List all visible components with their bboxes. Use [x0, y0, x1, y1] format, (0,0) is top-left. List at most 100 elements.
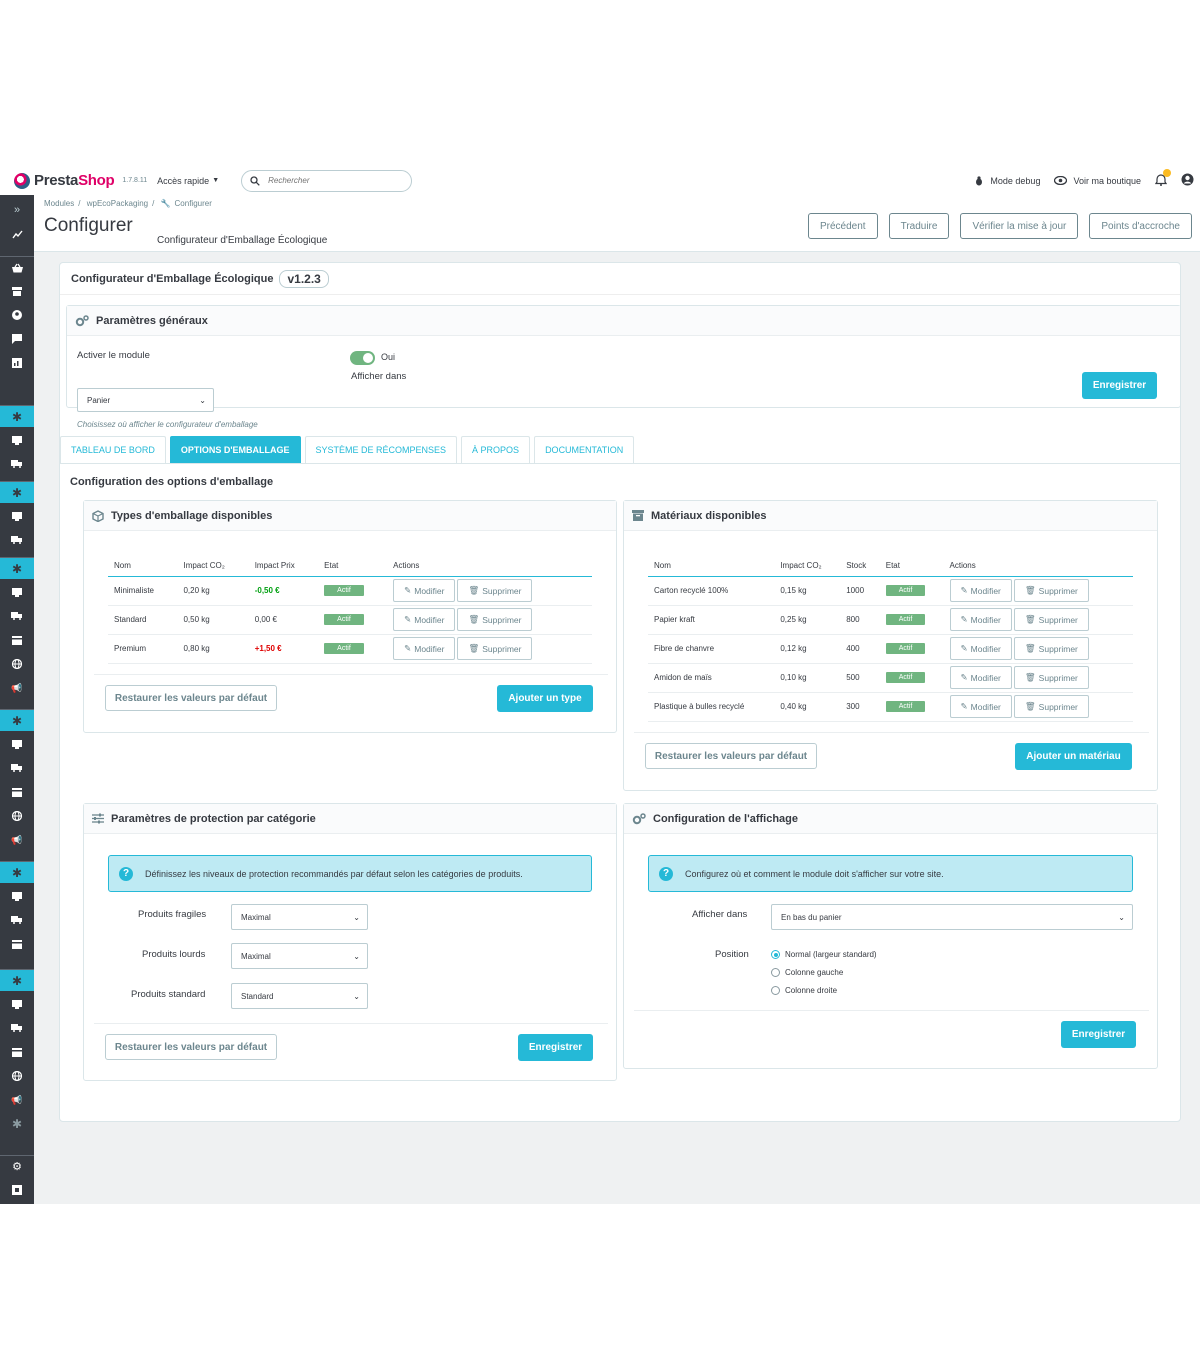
sidebar-item-modules-3[interactable]: ✱ [0, 557, 34, 579]
search-box[interactable] [241, 169, 413, 192]
sidebar-item-customers[interactable] [0, 304, 34, 326]
materials-restore-button[interactable]: Restaurer les valeurs par défaut [645, 743, 817, 769]
edit-button[interactable]: ✎ Modifier [393, 579, 456, 602]
sidebar-item-design-5[interactable] [0, 885, 34, 907]
sidebar-item-settings[interactable]: ⚙ [0, 1155, 34, 1177]
sidebar-item-design[interactable] [0, 429, 34, 451]
position-radio-normal[interactable]: Normal (largeur standard) [771, 950, 877, 959]
enable-module-toggle[interactable] [350, 351, 375, 365]
previous-button[interactable]: Précédent [807, 213, 878, 239]
delete-button[interactable]: 🗑 Supprimer [457, 608, 533, 631]
delete-button[interactable]: 🗑 Supprimer [1013, 695, 1089, 718]
delete-button[interactable]: 🗑 Supprimer [1013, 637, 1089, 660]
edit-button[interactable]: ✎ Modifier [949, 637, 1012, 660]
sidebar-collapse-button[interactable]: » [0, 199, 34, 221]
edit-button[interactable]: ✎ Modifier [949, 666, 1012, 689]
tab-packaging-options[interactable]: OPTIONS D'EMBALLAGE [169, 436, 301, 463]
sidebar-item-shipping[interactable] [0, 453, 34, 475]
heavy-select[interactable]: Maximal ⌄ [231, 943, 368, 969]
breadcrumb-module[interactable]: wpEcoPackaging [86, 199, 149, 208]
sidebar-item-payment-3[interactable] [0, 933, 34, 955]
edit-button[interactable]: ✎ Modifier [393, 637, 456, 660]
sidebar-item-shipping-3[interactable] [0, 605, 34, 627]
delete-button[interactable]: 🗑 Supprimer [457, 637, 533, 660]
sidebar-item-design-6[interactable] [0, 993, 34, 1015]
sidebar-item-stats[interactable] [0, 352, 34, 374]
sidebar-item-design-4[interactable] [0, 733, 34, 755]
edit-button[interactable]: ✎ Modifier [949, 608, 1012, 631]
sidebar-item-modules-5[interactable]: ✱ [0, 861, 34, 883]
user-account-button[interactable] [1181, 173, 1194, 188]
quick-access-menu[interactable]: Accès rapide ▼ [157, 176, 219, 186]
sidebar-item-international-3[interactable] [0, 1065, 34, 1087]
sidebar-item-payment[interactable] [0, 629, 34, 651]
edit-button[interactable]: ✎ Modifier [393, 608, 456, 631]
translate-button[interactable]: Traduire [888, 213, 950, 239]
sidebar-item-international[interactable] [0, 653, 34, 675]
sidebar-item-modules-2[interactable]: ✱ [0, 481, 34, 503]
sidebar-item-shipping-2[interactable] [0, 529, 34, 551]
trash-icon: 🗑 [1024, 643, 1036, 653]
delete-button[interactable]: 🗑 Supprimer [1013, 666, 1089, 689]
edit-button[interactable]: ✎ Modifier [949, 579, 1012, 602]
col-co2: Impact CO₂ [774, 555, 841, 577]
sidebar-item-payment-4[interactable] [0, 1041, 34, 1063]
sidebar-item-catalog[interactable] [0, 280, 34, 302]
delete-button[interactable]: 🗑 Supprimer [457, 579, 533, 602]
tab-documentation[interactable]: DOCUMENTATION [534, 436, 635, 463]
sidebar-item-messages[interactable] [0, 328, 34, 350]
debug-mode-link[interactable]: Mode debug [974, 176, 1040, 186]
col-price: Impact Prix [248, 555, 319, 577]
sidebar-item-marketing-3[interactable]: 📢 [0, 1089, 34, 1111]
sidebar-item-orders[interactable] [0, 256, 34, 278]
sidebar-item-design-3[interactable] [0, 581, 34, 603]
sidebar-item-design-2[interactable] [0, 505, 34, 527]
view-shop-link[interactable]: Voir ma boutique [1054, 176, 1141, 186]
display-save-button[interactable]: Enregistrer [1061, 1021, 1136, 1048]
breadcrumb-modules[interactable]: Modules [44, 199, 75, 208]
hooks-button[interactable]: Points d'accroche [1089, 213, 1192, 239]
notifications-button[interactable] [1154, 169, 1171, 188]
sidebar-item-dashboard[interactable] [0, 223, 34, 245]
standard-select[interactable]: Standard ⌄ [231, 983, 368, 1009]
tabs-bar: TABLEAU DE BORD OPTIONS D'EMBALLAGE SYST… [60, 436, 635, 463]
sidebar-item-shipping-4[interactable] [0, 757, 34, 779]
sidebar-item-shipping-6[interactable] [0, 1017, 34, 1039]
sidebar-item-modules-4[interactable]: ✱ [0, 709, 34, 731]
sliders-icon [92, 813, 104, 824]
show-in-select[interactable]: Panier ⌄ [77, 388, 214, 412]
sidebar-item-modules-7[interactable]: ✱ [0, 1113, 34, 1135]
sidebar-item-marketing-2[interactable]: 📢 [0, 829, 34, 851]
sidebar-item-modules[interactable]: ✱ [0, 405, 34, 427]
types-restore-button[interactable]: Restaurer les valeurs par défaut [105, 685, 277, 711]
globe-icon [12, 659, 22, 669]
tab-about[interactable]: À PROPOS [461, 436, 531, 463]
tab-rewards[interactable]: SYSTÈME DE RÉCOMPENSES [304, 436, 458, 463]
position-radio-left[interactable]: Colonne gauche [771, 968, 843, 977]
delete-button[interactable]: 🗑 Supprimer [1013, 608, 1089, 631]
edit-button[interactable]: ✎ Modifier [949, 695, 1012, 718]
delete-button[interactable]: 🗑 Supprimer [1013, 579, 1089, 602]
check-update-button[interactable]: Vérifier la mise à jour [960, 213, 1079, 239]
cell-name: Fibre de chanvre [648, 634, 775, 664]
tab-dashboard[interactable]: TABLEAU DE BORD [60, 436, 166, 463]
sidebar-item-payment-2[interactable] [0, 781, 34, 803]
breadcrumb: Modules / wpEcoPackaging / 🔧 Configurer [44, 199, 212, 208]
prestashop-logo[interactable]: PrestaShop [14, 172, 115, 189]
truck-icon [11, 460, 22, 468]
display-show-select[interactable]: En bas du panier ⌄ [771, 904, 1133, 930]
add-material-button[interactable]: Ajouter un matériau [1015, 743, 1132, 770]
search-input[interactable] [268, 176, 399, 185]
fragile-select[interactable]: Maximal ⌄ [231, 904, 368, 930]
general-save-button[interactable]: Enregistrer [1082, 372, 1157, 399]
sidebar-item-international-2[interactable] [0, 805, 34, 827]
sidebar-item-modules-6[interactable]: ✱ [0, 969, 34, 991]
protection-save-button[interactable]: Enregistrer [518, 1034, 593, 1061]
sidebar-item-marketing[interactable]: 📢 [0, 677, 34, 699]
position-radio-right[interactable]: Colonne droite [771, 986, 837, 995]
sidebar-item-shipping-5[interactable] [0, 909, 34, 931]
add-type-button[interactable]: Ajouter un type [497, 685, 593, 712]
sidebar-item-advanced[interactable] [0, 1179, 34, 1201]
status-badge: Actif [324, 643, 364, 654]
protection-restore-button[interactable]: Restaurer les valeurs par défaut [105, 1034, 277, 1060]
